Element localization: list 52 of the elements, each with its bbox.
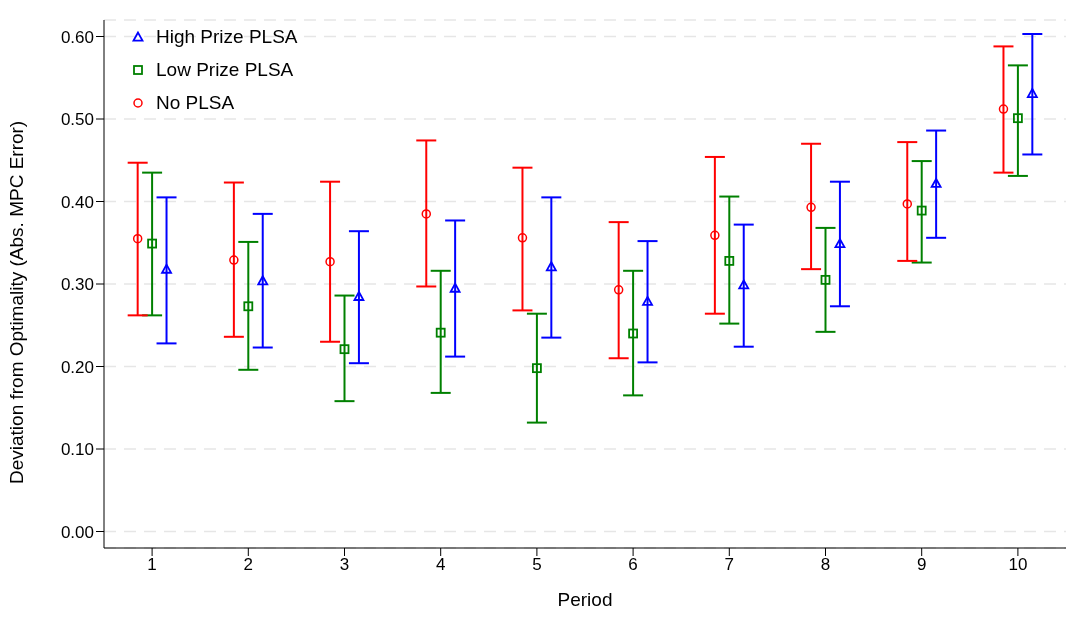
point [916,205,927,216]
legend-label: No PLSA [156,91,235,114]
point [545,261,557,272]
x-tick-label: 10 [1008,555,1028,575]
point [325,256,335,267]
point [902,199,913,209]
y-tick-label: 0.60 [60,27,94,47]
point [642,295,653,306]
point [806,202,816,213]
point [1013,113,1023,124]
point [724,255,735,266]
y-axis-title: Deviation from Optimality (Abs. MPC Error) [5,120,27,484]
point [710,230,720,241]
point [930,177,942,188]
x-tick-label: 7 [724,555,735,575]
x-tick-label: 3 [339,555,350,575]
x-tick-label: 5 [532,555,542,575]
point [421,209,432,219]
point [257,275,269,286]
point [834,238,846,249]
point [738,279,750,290]
point [449,282,461,293]
x-axis-title: Period [557,589,613,610]
x-tick-label: 8 [820,555,831,575]
x-tick-label: 2 [243,555,254,575]
point [820,274,831,285]
x-tick-label: 6 [628,555,638,575]
point [532,363,542,374]
point [435,327,446,338]
y-tick-label: 0.00 [60,522,94,542]
legend-label: High Prize PLSA [156,25,298,48]
point [132,233,143,244]
x-tick-label: 4 [435,555,446,575]
point [353,290,365,301]
y-tick-label: 0.40 [60,192,94,212]
point [628,328,638,339]
point [1026,88,1038,98]
point [161,263,172,274]
point [147,238,157,249]
point [517,233,528,243]
y-tick-label: 0.10 [60,440,94,460]
y-tick-label: 0.30 [60,275,94,295]
y-tick-label: 0.50 [60,110,94,130]
point [243,301,254,312]
x-tick-label: 1 [147,555,157,575]
point [613,285,624,295]
legend-label: Low Prize PLSA [156,58,294,81]
point [229,255,239,265]
y-tick-label: 0.20 [60,357,94,377]
x-tick-label: 9 [916,555,927,575]
point [998,104,1009,114]
point [339,344,350,355]
